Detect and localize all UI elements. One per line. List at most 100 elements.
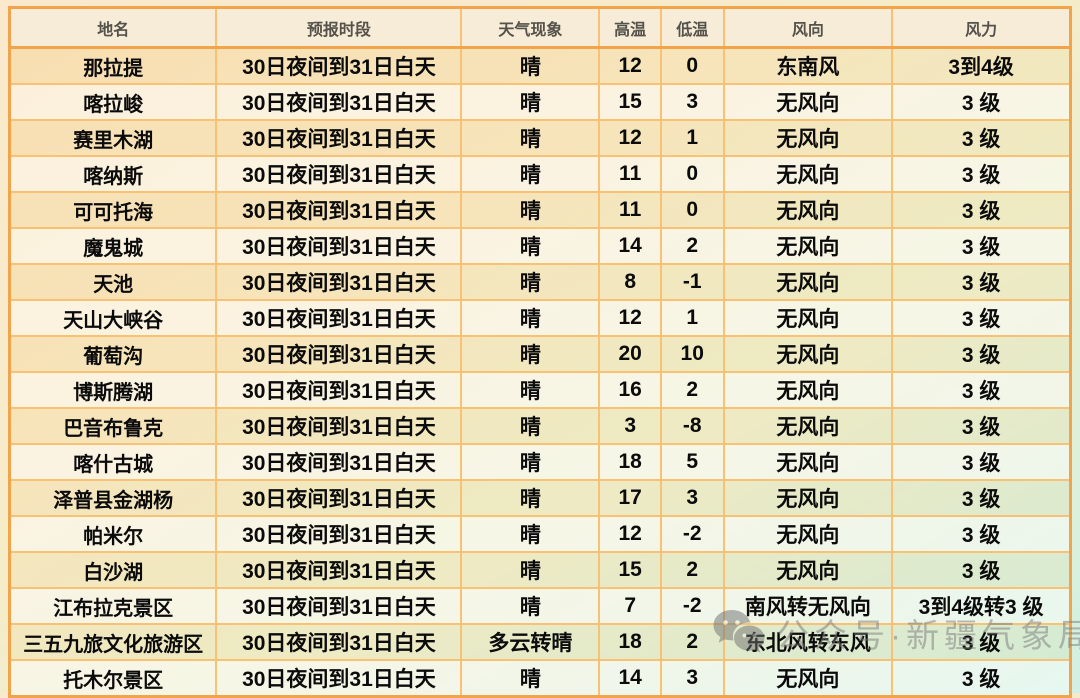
- cell-period: 30日夜间到31日白天: [215, 551, 463, 589]
- cell-place: 喀拉峻: [8, 83, 218, 121]
- cell-period: 30日夜间到31日白天: [215, 335, 463, 373]
- cell-low-temp: 2: [659, 623, 725, 661]
- cell-period: 30日夜间到31日白天: [215, 407, 463, 445]
- cell-wind-dir: 无风向: [722, 155, 894, 193]
- table-row: 巴音布鲁克 30日夜间到31日白天 晴 3 -8 无风向 3 级: [8, 407, 1072, 445]
- cell-wind-force: 3 级: [891, 407, 1072, 445]
- cell-wind-dir: 无风向: [722, 479, 894, 517]
- col-header-wind-force: 风力: [891, 6, 1072, 49]
- cell-period: 30日夜间到31日白天: [215, 623, 463, 661]
- cell-place: 天池: [8, 263, 218, 301]
- table-row: 喀什古城 30日夜间到31日白天 晴 18 5 无风向 3 级: [8, 443, 1072, 481]
- cell-weather: 多云转晴: [460, 623, 601, 661]
- cell-weather: 晴: [460, 551, 601, 589]
- cell-place: 帕米尔: [8, 515, 218, 553]
- cell-weather: 晴: [460, 371, 601, 409]
- cell-high-temp: 15: [598, 551, 662, 589]
- cell-low-temp: -2: [659, 587, 725, 625]
- cell-wind-force: 3 级: [891, 623, 1072, 661]
- table-row: 托木尔景区 30日夜间到31日白天 晴 14 3 无风向 3 级: [8, 659, 1072, 698]
- cell-wind-dir: 无风向: [722, 407, 894, 445]
- cell-low-temp: 3: [659, 83, 725, 121]
- cell-weather: 晴: [460, 335, 601, 373]
- cell-low-temp: 1: [659, 119, 725, 157]
- cell-place: 托木尔景区: [8, 659, 218, 698]
- cell-low-temp: 1: [659, 299, 725, 337]
- cell-high-temp: 11: [598, 191, 662, 229]
- cell-weather: 晴: [460, 659, 601, 698]
- cell-wind-force: 3 级: [891, 155, 1072, 193]
- cell-wind-dir: 无风向: [722, 371, 894, 409]
- cell-low-temp: 3: [659, 479, 725, 517]
- cell-wind-dir: 无风向: [722, 191, 894, 229]
- cell-place: 喀纳斯: [8, 155, 218, 193]
- cell-place: 赛里木湖: [8, 119, 218, 157]
- table-row: 天山大峡谷 30日夜间到31日白天 晴 12 1 无风向 3 级: [8, 299, 1072, 337]
- cell-low-temp: 2: [659, 371, 725, 409]
- cell-wind-dir: 南风转无风向: [722, 587, 894, 625]
- cell-place: 泽普县金湖杨: [8, 479, 218, 517]
- cell-wind-force: 3 级: [891, 263, 1072, 301]
- cell-wind-force: 3 级: [891, 551, 1072, 589]
- col-header-low-temp: 低温: [659, 6, 725, 49]
- cell-wind-dir: 无风向: [722, 335, 894, 373]
- cell-place: 那拉提: [8, 46, 218, 85]
- cell-period: 30日夜间到31日白天: [215, 659, 463, 698]
- cell-weather: 晴: [460, 191, 601, 229]
- table-row: 泽普县金湖杨 30日夜间到31日白天 晴 17 3 无风向 3 级: [8, 479, 1072, 517]
- cell-place: 葡萄沟: [8, 335, 218, 373]
- cell-period: 30日夜间到31日白天: [215, 263, 463, 301]
- cell-high-temp: 18: [598, 443, 662, 481]
- cell-wind-force: 3 级: [891, 443, 1072, 481]
- cell-wind-dir: 无风向: [722, 443, 894, 481]
- cell-high-temp: 17: [598, 479, 662, 517]
- cell-high-temp: 12: [598, 515, 662, 553]
- table-row: 白沙湖 30日夜间到31日白天 晴 15 2 无风向 3 级: [8, 551, 1072, 589]
- cell-period: 30日夜间到31日白天: [215, 299, 463, 337]
- cell-wind-dir: 无风向: [722, 659, 894, 698]
- cell-high-temp: 12: [598, 119, 662, 157]
- cell-low-temp: -8: [659, 407, 725, 445]
- col-header-high-temp: 高温: [598, 6, 662, 49]
- cell-wind-dir: 无风向: [722, 299, 894, 337]
- cell-wind-dir: 无风向: [722, 263, 894, 301]
- cell-weather: 晴: [460, 299, 601, 337]
- cell-weather: 晴: [460, 83, 601, 121]
- cell-low-temp: -2: [659, 515, 725, 553]
- cell-weather: 晴: [460, 443, 601, 481]
- cell-period: 30日夜间到31日白天: [215, 83, 463, 121]
- table-row: 喀纳斯 30日夜间到31日白天 晴 11 0 无风向 3 级: [8, 155, 1072, 193]
- cell-wind-force: 3 级: [891, 83, 1072, 121]
- cell-place: 可可托海: [8, 191, 218, 229]
- cell-period: 30日夜间到31日白天: [215, 515, 463, 553]
- cell-low-temp: 2: [659, 551, 725, 589]
- cell-high-temp: 18: [598, 623, 662, 661]
- cell-low-temp: 0: [659, 46, 725, 85]
- cell-wind-force: 3 级: [891, 659, 1072, 698]
- table-row: 可可托海 30日夜间到31日白天 晴 11 0 无风向 3 级: [8, 191, 1072, 229]
- cell-low-temp: 10: [659, 335, 725, 373]
- cell-period: 30日夜间到31日白天: [215, 443, 463, 481]
- cell-period: 30日夜间到31日白天: [215, 191, 463, 229]
- cell-high-temp: 11: [598, 155, 662, 193]
- cell-period: 30日夜间到31日白天: [215, 119, 463, 157]
- cell-place: 三五九旅文化旅游区: [8, 623, 218, 661]
- cell-wind-force: 3 级: [891, 119, 1072, 157]
- cell-period: 30日夜间到31日白天: [215, 371, 463, 409]
- cell-place: 博斯腾湖: [8, 371, 218, 409]
- cell-wind-dir: 无风向: [722, 227, 894, 265]
- cell-place: 巴音布鲁克: [8, 407, 218, 445]
- cell-weather: 晴: [460, 227, 601, 265]
- cell-high-temp: 15: [598, 83, 662, 121]
- cell-high-temp: 14: [598, 659, 662, 698]
- col-header-wind-dir: 风向: [722, 6, 894, 49]
- cell-place: 魔鬼城: [8, 227, 218, 265]
- cell-place: 天山大峡谷: [8, 299, 218, 337]
- cell-place: 喀什古城: [8, 443, 218, 481]
- cell-weather: 晴: [460, 119, 601, 157]
- cell-weather: 晴: [460, 46, 601, 85]
- cell-wind-force: 3 级: [891, 371, 1072, 409]
- cell-wind-dir: 东北风转东风: [722, 623, 894, 661]
- cell-high-temp: 12: [598, 46, 662, 85]
